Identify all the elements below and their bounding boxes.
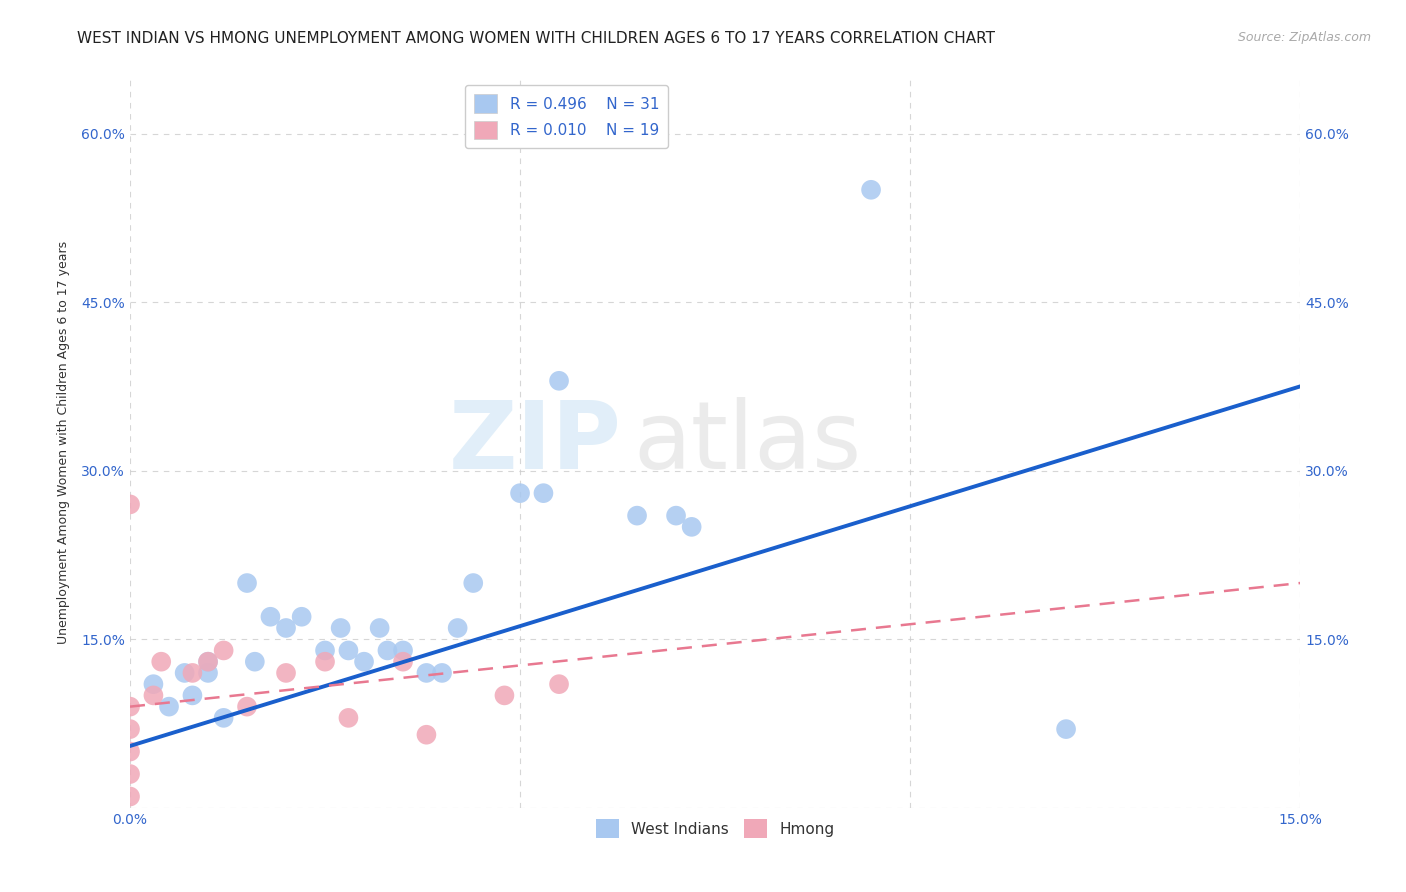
Point (118, 699, 141, 714)
Point (494, 689, 516, 703)
Point (259, 609, 281, 624)
Point (368, 621, 391, 635)
Point (291, 609, 314, 624)
Point (197, 665, 219, 680)
Point (212, 643, 235, 657)
Point (243, 655, 266, 669)
Point (142, 677, 165, 691)
Point (665, 508, 688, 523)
Point (463, 576, 485, 591)
Point (118, 497, 141, 511)
Legend: West Indians, Hmong: West Indians, Hmong (589, 814, 841, 844)
Point (548, 374, 571, 388)
Point (314, 655, 336, 669)
Point (197, 655, 219, 669)
Point (329, 621, 352, 635)
Point (548, 677, 571, 691)
Point (337, 643, 360, 657)
Point (181, 689, 204, 703)
Point (377, 643, 399, 657)
Point (142, 689, 165, 703)
Point (415, 728, 437, 742)
Point (533, 486, 555, 500)
Text: Source: ZipAtlas.com: Source: ZipAtlas.com (1237, 31, 1371, 45)
Point (181, 665, 204, 680)
Point (150, 655, 173, 669)
Point (392, 643, 415, 657)
Point (509, 486, 531, 500)
Text: atlas: atlas (633, 397, 862, 489)
Point (415, 665, 437, 680)
Point (118, 789, 141, 804)
Point (173, 665, 195, 680)
Point (236, 576, 259, 591)
Y-axis label: Unemployment Among Women with Children Ages 6 to 17 years: Unemployment Among Women with Children A… (58, 241, 70, 644)
Point (446, 621, 468, 635)
Point (118, 722, 141, 736)
Point (118, 745, 141, 759)
Point (274, 665, 297, 680)
Point (212, 711, 235, 725)
Point (430, 665, 453, 680)
Point (626, 508, 648, 523)
Point (197, 655, 219, 669)
Point (860, 183, 883, 197)
Point (157, 699, 180, 714)
Point (337, 711, 360, 725)
Text: WEST INDIAN VS HMONG UNEMPLOYMENT AMONG WOMEN WITH CHILDREN AGES 6 TO 17 YEARS C: WEST INDIAN VS HMONG UNEMPLOYMENT AMONG … (77, 31, 995, 46)
Point (1054, 722, 1077, 736)
Point (274, 621, 297, 635)
Point (353, 655, 375, 669)
Point (118, 767, 141, 781)
Point (681, 520, 703, 534)
Point (392, 655, 415, 669)
Point (236, 699, 259, 714)
Text: ZIP: ZIP (449, 397, 621, 489)
Point (314, 643, 336, 657)
